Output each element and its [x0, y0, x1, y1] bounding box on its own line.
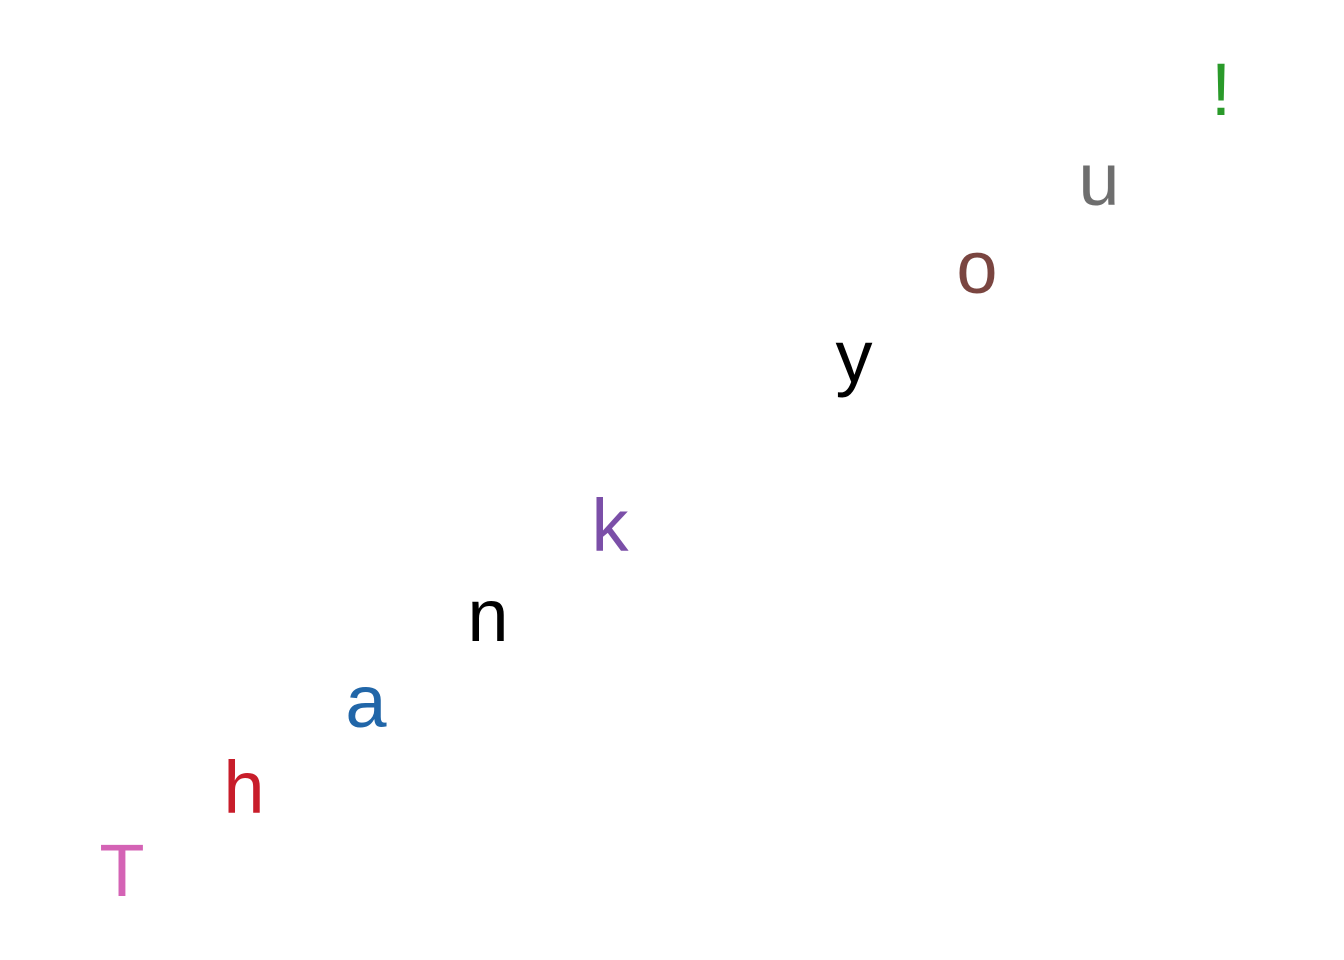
letter-exclamation: ! — [1210, 48, 1232, 131]
letter-k: k — [591, 484, 629, 567]
letter-y: y — [835, 315, 873, 398]
letter-h: h — [223, 746, 265, 829]
letter-u: u — [1078, 138, 1120, 221]
letter-a: a — [345, 660, 387, 743]
letter-n: n — [467, 574, 509, 657]
letter-t: T — [99, 829, 145, 912]
letter-o: o — [956, 226, 998, 309]
